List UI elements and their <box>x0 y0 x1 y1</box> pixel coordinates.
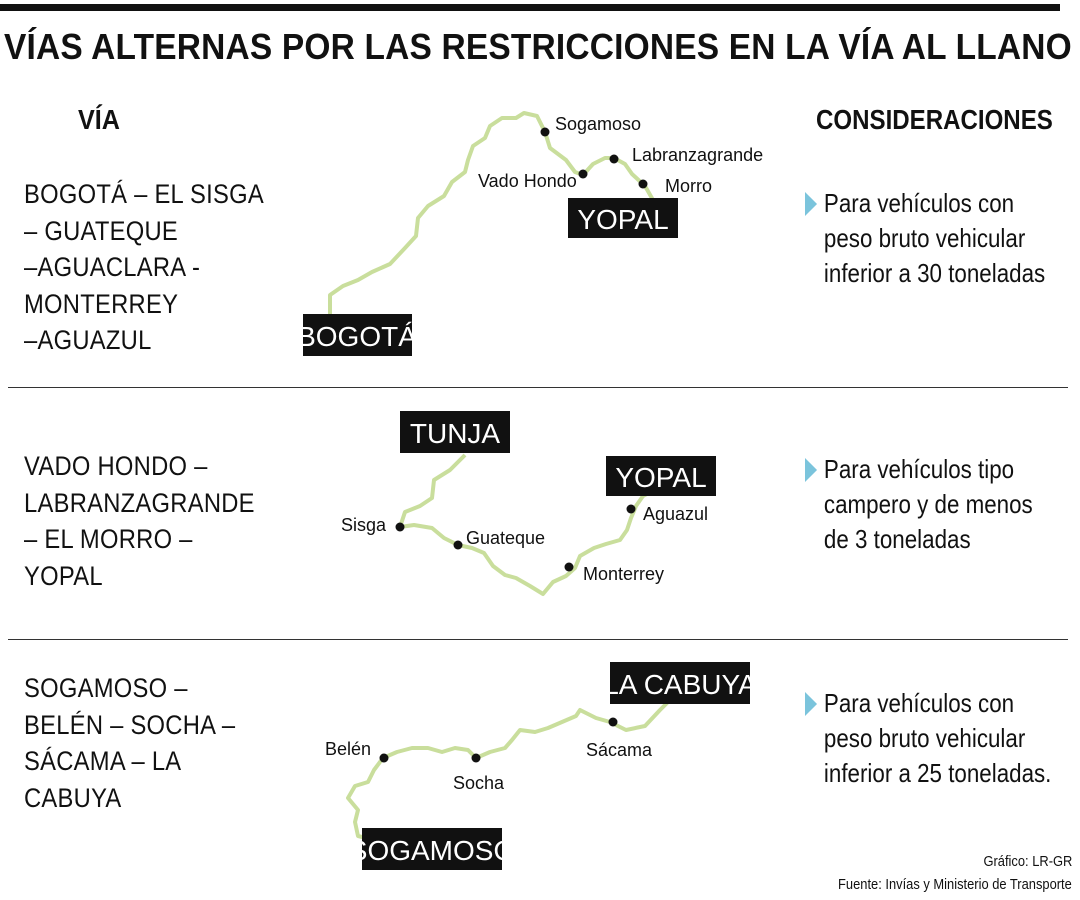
consideration-line: inferior a 30 toneladas <box>823 258 1046 288</box>
route-2-line: VADO HONDO – <box>24 451 208 481</box>
city-tag-yopal <box>606 456 716 496</box>
route-3-line: SÁCAMA – LA <box>24 746 182 776</box>
place-dot-aguazul <box>626 504 636 514</box>
route-1-line: MONTERREY <box>24 288 179 319</box>
city-tag-bogota <box>303 314 412 356</box>
place-dot-socha <box>471 753 481 763</box>
place-dot-sogamoso <box>540 127 550 137</box>
place-label-guateque: Guateque <box>466 528 545 548</box>
consideration-line: de 3 toneladas <box>823 524 971 554</box>
place-dot-belen <box>379 753 389 763</box>
route-1-line: –AGUACLARA - <box>24 252 201 282</box>
place-dot-vado-hondo <box>578 169 588 179</box>
place-dot-sisga <box>395 522 405 532</box>
city-tag-label: BOGOTÁ <box>297 321 417 352</box>
consideration-line: campero y de menos <box>823 489 1033 519</box>
route-2-line: – EL MORRO – <box>24 524 193 554</box>
city-tag-label: YOPAL <box>577 204 668 235</box>
top-rule <box>0 4 1060 11</box>
city-tag-yopal <box>568 198 678 238</box>
considerations-column-header: CONSIDERACIONES <box>816 104 1053 135</box>
place-dot-sacama <box>608 717 618 727</box>
credit-graphic: Gráfico: LR-GR <box>983 853 1072 870</box>
city-tag-label: LA CABUYA <box>603 669 757 700</box>
route-1-line: BOGOTÁ – EL SISGA <box>24 179 264 209</box>
pointer-arrow-icon <box>805 192 818 216</box>
route-3-line: CABUYA <box>24 782 122 813</box>
place-label-sogamoso: Sogamoso <box>555 114 641 134</box>
route-3-consideration: Para vehículos con peso bruto vehicular … <box>805 686 1052 791</box>
route-1-map: Sogamoso Labranzagrande Vado Hondo Morro… <box>297 111 763 356</box>
route-3-map: Belén Socha Sácama LA CABUYA SOGAMOSO <box>325 662 757 870</box>
route-1-path <box>328 111 655 328</box>
city-tag-sogamoso <box>362 828 502 870</box>
place-label-sisga: Sisga <box>341 515 387 535</box>
route-2-line: YOPAL <box>24 560 103 591</box>
consideration-line: Para vehículos con <box>823 688 1015 718</box>
via-column-header: VÍA <box>78 104 121 135</box>
route-3-path <box>346 698 672 842</box>
route-2-description: VADO HONDO – LABRANZAGRANDE – EL MORRO –… <box>24 448 255 594</box>
place-label-labranzagrande: Labranzagrande <box>632 145 763 165</box>
place-dot-labranzagrande <box>609 154 619 164</box>
city-tag-tunja <box>400 411 510 453</box>
consideration-line: inferior a 25 toneladas. <box>823 758 1052 788</box>
place-dot-guateque <box>453 540 463 550</box>
city-tag-la-cabuya <box>610 662 750 704</box>
place-label-vado-hondo: Vado Hondo <box>478 171 577 191</box>
place-label-sacama: Sácama <box>586 740 653 760</box>
place-dot-monterrey <box>564 562 574 572</box>
route-3-line: SOGAMOSO – <box>24 673 188 703</box>
consideration-line: Para vehículos tipo <box>823 454 1015 484</box>
route-1-description: BOGOTÁ – EL SISGA – GUATEQUE –AGUACLARA … <box>24 176 264 359</box>
place-label-socha: Socha <box>453 773 505 793</box>
row-divider <box>8 639 1068 640</box>
route-1-consideration: Para vehículos con peso bruto vehicular … <box>805 186 1046 291</box>
city-tag-label: YOPAL <box>615 462 706 493</box>
row-divider <box>8 387 1068 388</box>
route-2-line: LABRANZAGRANDE <box>24 487 255 518</box>
place-label-monterrey: Monterrey <box>583 564 664 584</box>
place-label-morro: Morro <box>665 176 712 196</box>
place-label-aguazul: Aguazul <box>643 504 708 524</box>
pointer-arrow-icon <box>805 692 818 716</box>
route-3-description: SOGAMOSO – BELÉN – SOCHA – SÁCAMA – LA C… <box>24 670 244 816</box>
consideration-line: peso bruto vehicular <box>823 223 1026 253</box>
route-2-map: Sisga Guateque Aguazul Monterrey TUNJA Y… <box>341 411 716 596</box>
place-dot-morro <box>638 179 648 189</box>
city-tag-label: SOGAMOSO <box>349 835 515 866</box>
route-1-line: –AGUAZUL <box>24 325 152 355</box>
city-tag-label: TUNJA <box>410 418 501 449</box>
consideration-line: peso bruto vehicular <box>823 723 1026 753</box>
pointer-arrow-icon <box>805 458 818 482</box>
consideration-line: Para vehículos con <box>823 188 1015 218</box>
route-1-line: – GUATEQUE <box>24 215 179 246</box>
route-3-line: BELÉN – SOCHA – <box>24 709 236 740</box>
route-2-path <box>398 453 662 596</box>
place-label-belen: Belén <box>325 739 371 759</box>
page-title: VÍAS ALTERNAS POR LAS RESTRICCIONES EN L… <box>4 26 1072 67</box>
route-2-consideration: Para vehículos tipo campero y de menos d… <box>805 452 1042 557</box>
credit-source: Fuente: Invías y Ministerio de Transport… <box>838 876 1072 893</box>
